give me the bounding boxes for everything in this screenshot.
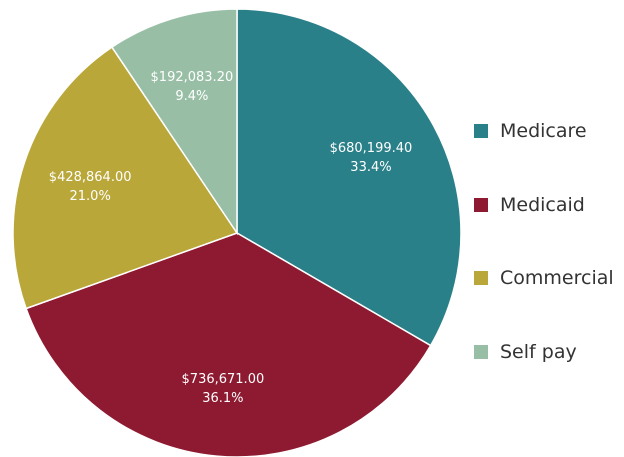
slice-value-label-commercial: $428,864.00 (49, 170, 132, 185)
slice-percent-label-commercial: 21.0% (70, 189, 111, 204)
legend-swatch-self-pay (474, 344, 488, 359)
legend-item-commercial: Commercial (474, 259, 622, 297)
slice-percent-label-medicaid: 36.1% (202, 391, 243, 406)
legend-swatch-medicare (474, 124, 488, 138)
legend-label-commercial: Commercial (500, 267, 614, 289)
pie-slice-medicare (236, 8, 462, 347)
pie-slice-commercial (12, 46, 239, 310)
legend-label-self-pay: Self pay (500, 340, 577, 363)
legend: Medicare Medicaid Commercial Self pay (474, 112, 622, 406)
slice-value-label-medicaid: $736,671.00 (182, 372, 265, 387)
legend-item-medicaid: Medicaid (474, 186, 622, 224)
slice-value-label-medicare: $680,199.40 (330, 141, 413, 156)
slice-percent-label-self-pay: 9.4% (175, 89, 208, 104)
pie-labels: $680,199.40 33.4% $736,671.00 36.1% $428,864… (49, 70, 413, 406)
legend-swatch-commercial (474, 271, 488, 285)
slice-percent-label-medicare: 33.4% (350, 160, 391, 175)
legend-item-medicare: Medicare (474, 112, 622, 150)
slice-value-label-self-pay: $192,083.20 (151, 70, 234, 85)
pie-chart: $680,199.40 33.4% $736,671.00 36.1% $428,864… (12, 8, 462, 457)
pie-slices (12, 8, 462, 457)
legend-label-medicare: Medicare (500, 120, 587, 142)
legend-swatch-medicaid (474, 197, 488, 212)
legend-item-self-pay: Self pay (474, 333, 622, 371)
pie-slice-self-pay (110, 8, 238, 236)
legend-label-medicaid: Medicaid (500, 193, 585, 216)
pie-slice-medicaid (25, 232, 432, 457)
